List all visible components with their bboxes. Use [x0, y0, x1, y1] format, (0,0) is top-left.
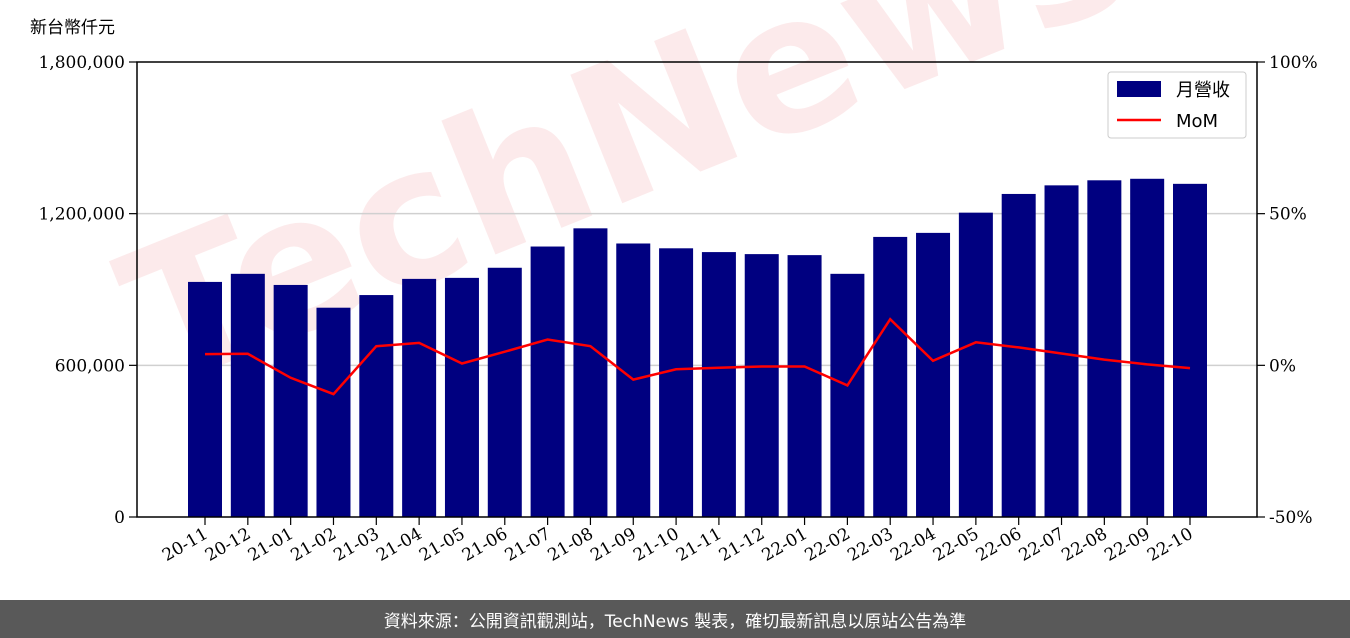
x-tick-label: 21-04: [373, 524, 425, 566]
mom-line: [204, 317, 1191, 396]
revenue-bar: [188, 281, 222, 517]
revenue-bar: [359, 295, 394, 517]
x-tick-label: 22-06: [973, 524, 1025, 566]
x-tick-label: 22-04: [887, 524, 939, 566]
revenue-bar: [830, 273, 865, 517]
revenue-bar: [744, 254, 779, 517]
left-tick-label: 600,000: [55, 356, 125, 376]
revenue-bar: [701, 252, 736, 518]
x-tick-label: 21-07: [502, 524, 554, 566]
right-axis: -50% 0% 50% 100%: [1257, 53, 1318, 528]
revenue-bar: [1173, 183, 1207, 518]
x-tick-label: 22-02: [801, 524, 853, 566]
revenue-bar: [1087, 180, 1122, 518]
x-tick-label: 22-10: [1144, 524, 1196, 566]
right-tick-label: -50%: [1269, 508, 1313, 528]
revenue-bar: [873, 236, 908, 517]
right-tick-label: 100%: [1269, 53, 1318, 73]
revenue-bar: [402, 278, 437, 517]
left-tick-label: 1,800,000: [38, 53, 125, 73]
left-tick-label: 0: [114, 508, 125, 528]
revenue-bar: [787, 255, 822, 517]
x-axis: 20-1120-1221-0121-0221-0321-0421-0521-06…: [159, 517, 1197, 566]
legend-label-revenue: 月營收: [1176, 80, 1230, 101]
left-tick-label: 1,200,000: [38, 205, 125, 225]
x-tick-label: 22-03: [844, 524, 896, 566]
x-tick-label: 21-08: [544, 524, 596, 566]
legend-label-mom: MoM: [1176, 111, 1218, 132]
x-tick-label: 22-07: [1016, 524, 1068, 566]
revenue-bar: [487, 267, 522, 517]
revenue-bar: [958, 212, 993, 517]
x-tick-label: 21-02: [288, 524, 340, 566]
x-tick-label: 21-12: [716, 524, 768, 566]
x-tick-label: 22-05: [930, 524, 982, 566]
right-tick-label: 50%: [1269, 205, 1307, 225]
revenue-bar: [230, 273, 265, 517]
bars: [188, 178, 1207, 518]
x-tick-label: 21-11: [673, 524, 725, 566]
revenue-bar: [444, 277, 479, 517]
x-tick-label: 20-11: [159, 524, 211, 566]
x-tick-label: 21-10: [630, 524, 682, 566]
left-axis: 0 600,000 1,200,000 1,800,000: [38, 53, 137, 528]
y-unit-label: 新台幣仟元: [30, 18, 115, 38]
x-tick-label: 21-06: [459, 524, 511, 566]
x-tick-label: 21-05: [416, 524, 468, 566]
x-tick-label: 21-01: [245, 524, 297, 566]
revenue-bar: [530, 246, 565, 517]
revenue-bar: [273, 284, 308, 517]
right-tick-label: 0%: [1269, 356, 1296, 376]
x-tick-label: 21-09: [587, 524, 639, 566]
revenue-bar: [916, 232, 951, 517]
legend-bar-swatch: [1117, 81, 1161, 97]
x-tick-label: 22-09: [1101, 524, 1153, 566]
x-tick-label: 20-12: [202, 524, 254, 566]
revenue-bar: [573, 228, 608, 518]
source-footer: 資料來源：公開資訊觀測站，TechNews 製表，確切最新訊息以原站公告為準: [0, 600, 1350, 638]
x-tick-label: 22-01: [759, 524, 811, 566]
plot-frame: [136, 61, 1258, 518]
revenue-bar: [1130, 178, 1165, 518]
revenue-bar: [1001, 193, 1036, 517]
source-text: 資料來源：公開資訊觀測站，TechNews 製表，確切最新訊息以原站公告為準: [383, 611, 967, 632]
revenue-bar: [659, 248, 694, 517]
x-tick-label: 22-08: [1058, 524, 1110, 566]
x-tick-label: 21-03: [330, 524, 382, 566]
revenue-bar: [316, 307, 351, 517]
legend: 月營收 MoM: [1107, 71, 1247, 139]
